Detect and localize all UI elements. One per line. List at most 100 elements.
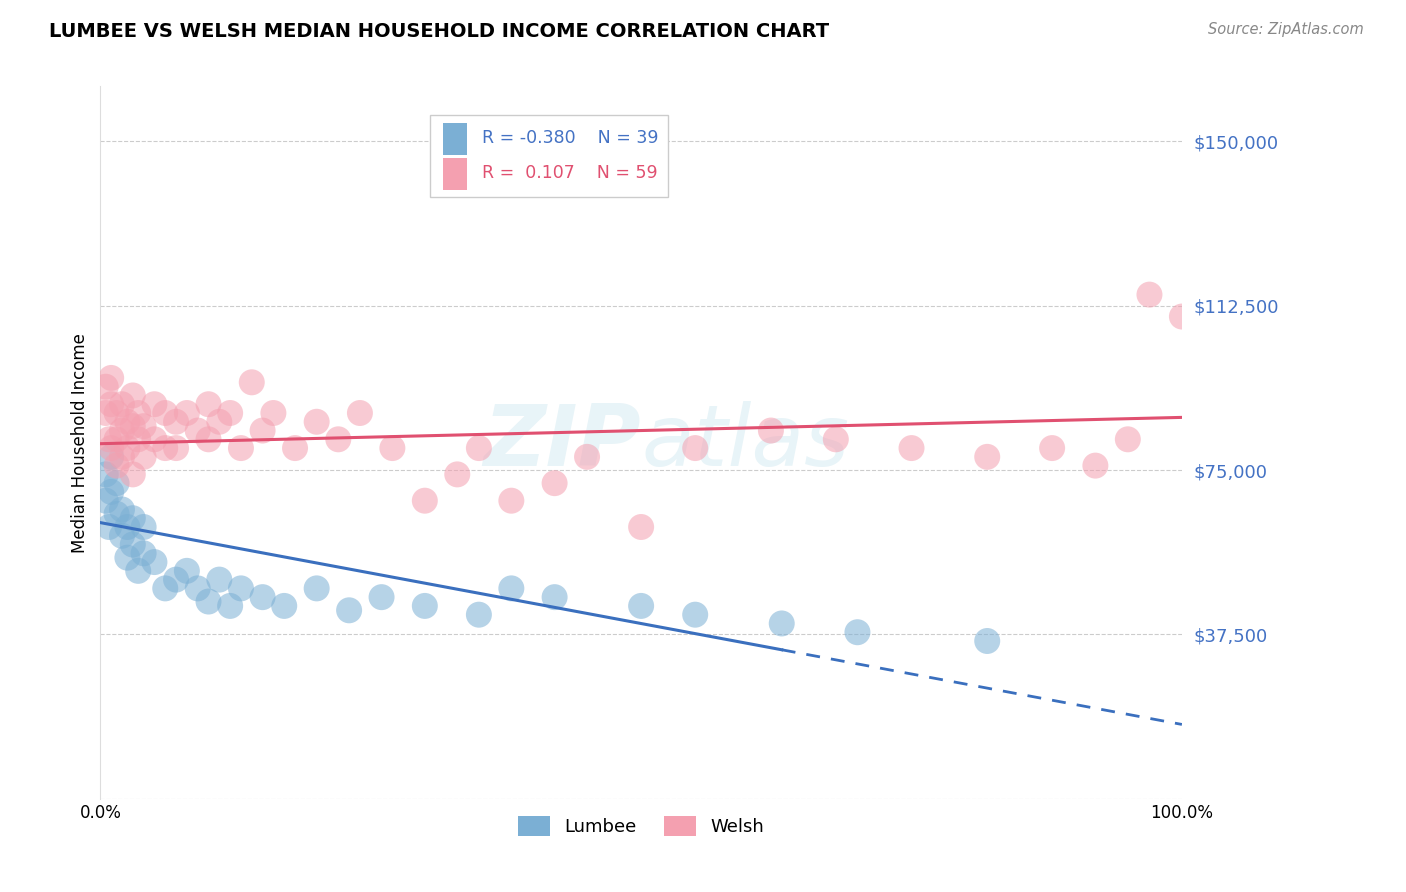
Point	[165, 573, 187, 587]
Legend: Lumbee, Welsh: Lumbee, Welsh	[510, 809, 772, 843]
Point	[229, 441, 252, 455]
Point	[229, 582, 252, 596]
Point	[824, 432, 846, 446]
Point	[127, 432, 149, 446]
Point	[1040, 441, 1063, 455]
Point	[846, 625, 869, 640]
Point	[770, 616, 793, 631]
Point	[117, 441, 139, 455]
Point	[165, 441, 187, 455]
Point	[252, 590, 274, 604]
Text: LUMBEE VS WELSH MEDIAN HOUSEHOLD INCOME CORRELATION CHART: LUMBEE VS WELSH MEDIAN HOUSEHOLD INCOME …	[49, 22, 830, 41]
FancyBboxPatch shape	[443, 158, 467, 190]
Text: R =  0.107    N = 59: R = 0.107 N = 59	[482, 164, 658, 182]
Point	[105, 406, 128, 420]
Point	[976, 634, 998, 648]
Point	[94, 493, 117, 508]
Point	[105, 507, 128, 521]
Point	[976, 450, 998, 464]
Point	[683, 607, 706, 622]
Point	[105, 458, 128, 473]
Point	[197, 397, 219, 411]
Point	[284, 441, 307, 455]
Text: ZIP: ZIP	[484, 401, 641, 484]
Point	[121, 419, 143, 434]
Point	[117, 520, 139, 534]
Point	[543, 590, 565, 604]
Point	[630, 520, 652, 534]
Text: Source: ZipAtlas.com: Source: ZipAtlas.com	[1208, 22, 1364, 37]
Point	[501, 493, 523, 508]
Point	[413, 599, 436, 613]
Point	[132, 419, 155, 434]
Point	[143, 555, 166, 569]
Point	[446, 467, 468, 482]
Point	[94, 406, 117, 420]
Point	[900, 441, 922, 455]
Point	[155, 441, 177, 455]
Point	[305, 415, 328, 429]
Point	[117, 550, 139, 565]
Point	[155, 406, 177, 420]
Point	[208, 573, 231, 587]
Point	[468, 607, 491, 622]
Point	[328, 432, 350, 446]
Point	[370, 590, 392, 604]
Point	[155, 582, 177, 596]
Point	[197, 432, 219, 446]
Point	[132, 520, 155, 534]
Point	[127, 564, 149, 578]
Point	[759, 424, 782, 438]
Point	[100, 371, 122, 385]
Point	[111, 450, 134, 464]
Point	[121, 511, 143, 525]
Point	[100, 441, 122, 455]
Point	[111, 424, 134, 438]
Point	[630, 599, 652, 613]
Point	[187, 424, 209, 438]
Point	[262, 406, 284, 420]
Y-axis label: Median Household Income: Median Household Income	[72, 333, 89, 552]
Point	[219, 599, 242, 613]
Point	[94, 467, 117, 482]
Point	[468, 441, 491, 455]
Point	[100, 450, 122, 464]
Point	[143, 397, 166, 411]
Point	[1139, 287, 1161, 301]
Point	[117, 415, 139, 429]
Point	[100, 484, 122, 499]
Point	[111, 529, 134, 543]
Point	[98, 520, 121, 534]
Point	[111, 397, 134, 411]
Point	[197, 594, 219, 608]
Point	[1116, 432, 1139, 446]
Point	[576, 450, 599, 464]
Point	[143, 432, 166, 446]
Point	[1084, 458, 1107, 473]
Point	[273, 599, 295, 613]
Point	[121, 467, 143, 482]
Point	[219, 406, 242, 420]
Point	[98, 432, 121, 446]
Point	[132, 450, 155, 464]
Text: atlas: atlas	[641, 401, 849, 484]
Point	[94, 380, 117, 394]
Point	[105, 476, 128, 491]
Point	[111, 502, 134, 516]
Point	[176, 564, 198, 578]
Point	[240, 376, 263, 390]
Point	[543, 476, 565, 491]
Point	[208, 415, 231, 429]
Point	[132, 546, 155, 560]
FancyBboxPatch shape	[443, 123, 467, 155]
Point	[337, 603, 360, 617]
FancyBboxPatch shape	[430, 115, 668, 197]
Point	[413, 493, 436, 508]
Point	[349, 406, 371, 420]
Point	[100, 397, 122, 411]
Point	[176, 406, 198, 420]
Point	[121, 388, 143, 402]
Point	[187, 582, 209, 596]
Point	[121, 537, 143, 551]
Point	[127, 406, 149, 420]
